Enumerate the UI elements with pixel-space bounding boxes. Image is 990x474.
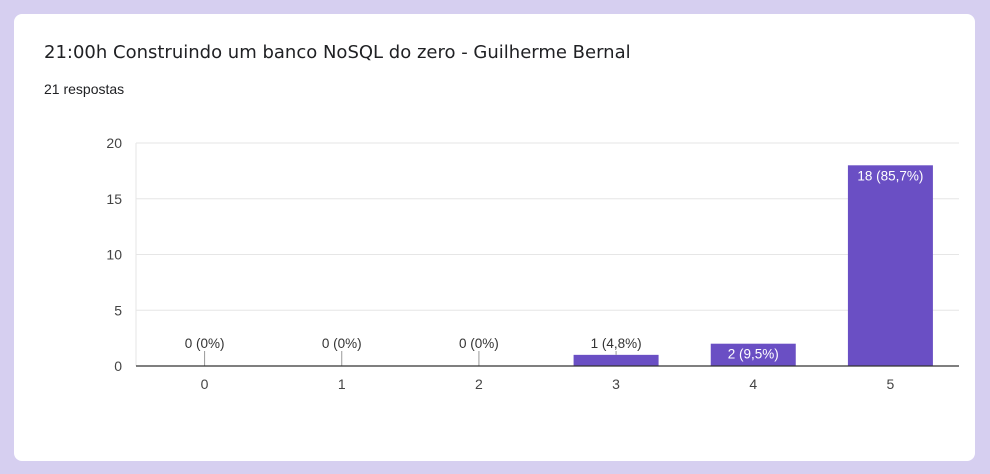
question-title: 21:00h Construindo um banco NoSQL do zer… xyxy=(44,42,631,63)
question-summary-card: 21:00h Construindo um banco NoSQL do zer… xyxy=(14,14,975,461)
x-tick-label: 5 xyxy=(887,376,895,392)
bar xyxy=(847,165,933,366)
response-count: 21 respostas xyxy=(44,81,125,97)
y-tick-label: 15 xyxy=(106,191,122,207)
bar xyxy=(573,354,659,366)
y-tick-label: 5 xyxy=(114,302,122,318)
x-tick-label: 4 xyxy=(749,376,757,392)
x-tick-label: 0 xyxy=(201,376,209,392)
data-label: 2 (9,5%) xyxy=(728,347,779,362)
data-label: 0 (0%) xyxy=(459,336,499,351)
y-tick-label: 20 xyxy=(106,135,122,151)
y-tick-label: 0 xyxy=(114,358,122,374)
data-label: 0 (0%) xyxy=(322,336,362,351)
y-tick-label: 10 xyxy=(106,247,122,263)
bar-chart: 0 5 10 15 20 0 (0%) 0 0 (0%) 1 0 (0%) 2 1 (4,8%) 3 2 … xyxy=(106,135,959,392)
data-label: 1 (4,8%) xyxy=(591,336,642,351)
bar xyxy=(710,343,796,366)
data-label: 0 (0%) xyxy=(185,336,225,351)
x-tick-label: 1 xyxy=(338,376,346,392)
x-tick-label: 3 xyxy=(612,376,620,392)
data-label: 18 (85,7%) xyxy=(857,168,923,183)
x-tick-label: 2 xyxy=(475,376,483,392)
